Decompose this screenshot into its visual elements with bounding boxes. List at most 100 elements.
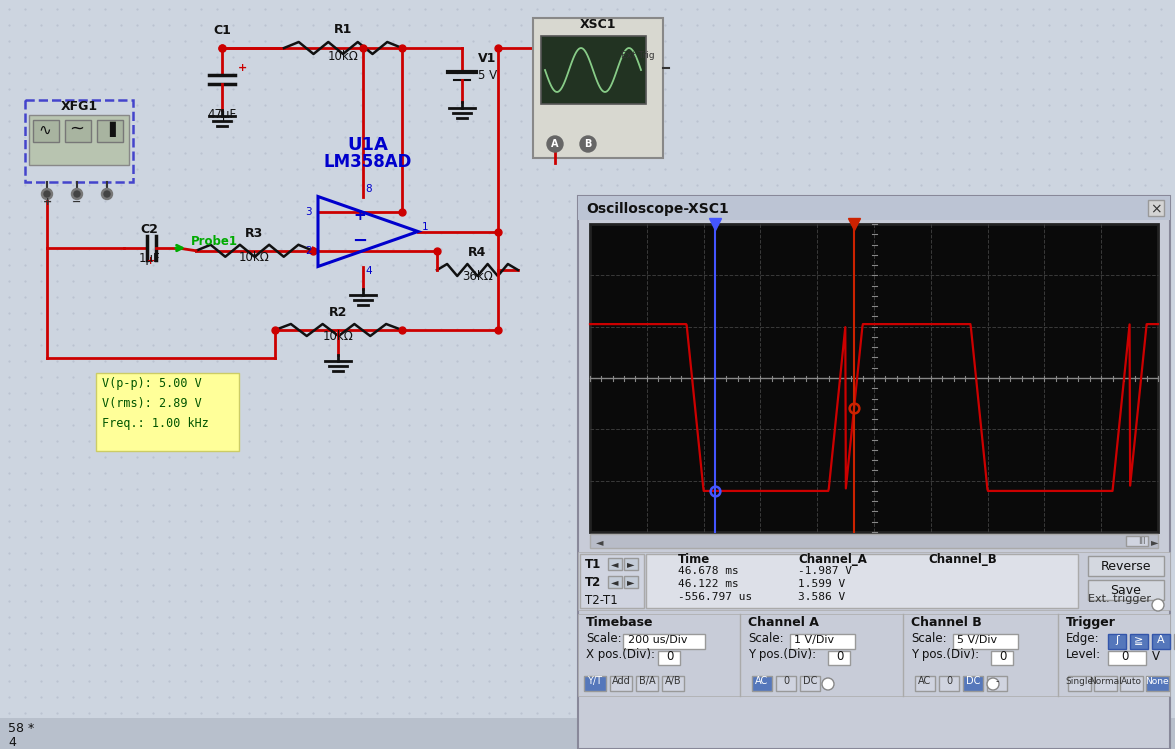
Bar (624, 558, 638, 570)
Text: +: + (354, 207, 367, 222)
Text: ◄: ◄ (596, 537, 604, 547)
Text: ◄: ◄ (611, 577, 619, 587)
Bar (578, 552, 1170, 610)
Bar (953, 634, 1018, 649)
Text: 58 *: 58 * (8, 721, 34, 735)
Text: Y pos.(Div):: Y pos.(Div): (748, 648, 817, 661)
Text: 47μF: 47μF (208, 108, 236, 121)
Bar (1152, 634, 1170, 649)
Circle shape (548, 136, 563, 152)
Text: 0: 0 (1121, 650, 1128, 663)
Text: +: + (239, 63, 247, 73)
Bar (65, 120, 90, 142)
Text: ʃ: ʃ (1115, 635, 1119, 645)
Text: -: - (995, 676, 999, 686)
Text: 8: 8 (365, 184, 371, 193)
Text: B/A: B/A (639, 676, 656, 686)
Bar (96, 373, 239, 451)
Bar (610, 676, 632, 691)
Text: +: + (146, 256, 155, 266)
Text: X pos.(Div):: X pos.(Div): (586, 648, 654, 661)
Text: 5 V: 5 V (478, 69, 497, 82)
Text: 10kΩ: 10kΩ (239, 251, 270, 264)
Text: B: B (584, 139, 592, 149)
Bar (1088, 556, 1164, 576)
Text: Channel_A: Channel_A (798, 553, 867, 566)
Text: ≧: ≧ (1134, 635, 1143, 645)
Bar (584, 676, 606, 691)
Text: ◄: ◄ (611, 559, 619, 569)
Bar (1126, 536, 1148, 546)
Bar (0, 718, 1175, 749)
Text: 0: 0 (835, 650, 844, 663)
Text: Scale:: Scale: (586, 632, 622, 645)
Bar (540, 36, 646, 104)
Text: ∿: ∿ (39, 123, 52, 138)
Bar (646, 554, 1077, 608)
Text: Channel A: Channel A (748, 616, 819, 629)
Text: 4: 4 (8, 736, 16, 748)
Text: ►: ► (627, 559, 634, 569)
Text: V(rms): 2.89 V: V(rms): 2.89 V (102, 397, 202, 410)
Text: DC: DC (966, 676, 980, 686)
Text: Y/T: Y/T (588, 676, 603, 686)
Circle shape (72, 189, 82, 199)
Bar (1108, 651, 1146, 665)
Text: 36kΩ: 36kΩ (462, 270, 494, 283)
Text: C1: C1 (213, 24, 231, 37)
Text: Single: Single (1065, 677, 1093, 686)
Text: Y pos.(Div):: Y pos.(Div): (911, 648, 979, 661)
Text: 1μF: 1μF (139, 252, 160, 265)
Text: A: A (1157, 635, 1164, 645)
Bar (1120, 676, 1143, 691)
Text: V1: V1 (478, 52, 496, 65)
Text: -1.987 V: -1.987 V (798, 566, 852, 576)
Text: 4: 4 (365, 267, 371, 276)
Bar (29, 115, 129, 165)
Text: 1.599 V: 1.599 V (798, 579, 845, 589)
Text: Add: Add (612, 676, 630, 686)
Bar (578, 614, 1170, 696)
Bar (1094, 676, 1117, 691)
Text: R1: R1 (334, 23, 352, 36)
Text: 5 V/Div: 5 V/Div (956, 635, 998, 645)
Text: Oscilloscope-XSC1: Oscilloscope-XSC1 (586, 202, 728, 216)
Bar (1108, 634, 1126, 649)
Text: Probe1: Probe1 (192, 235, 239, 248)
Text: 46.678 ms: 46.678 ms (678, 566, 739, 576)
Text: 46.122 ms: 46.122 ms (678, 579, 739, 589)
Bar (1146, 676, 1169, 691)
Text: -556.797 us: -556.797 us (678, 592, 752, 602)
Bar (658, 651, 680, 665)
Text: 2: 2 (306, 246, 313, 255)
Bar (580, 554, 644, 608)
Bar (98, 120, 123, 142)
Text: Trigger: Trigger (1066, 616, 1116, 629)
Text: Timebase: Timebase (586, 616, 653, 629)
Text: Normal: Normal (1088, 677, 1121, 686)
Text: T1: T1 (585, 557, 602, 571)
Text: Save: Save (1110, 584, 1141, 598)
Circle shape (43, 191, 51, 197)
Text: 1 V/Div: 1 V/Div (794, 635, 834, 645)
Bar (963, 676, 983, 691)
Bar (1088, 580, 1164, 600)
Text: T2-T1: T2-T1 (585, 593, 618, 607)
Text: 0: 0 (666, 650, 673, 663)
Text: Channel_B: Channel_B (928, 553, 996, 566)
Bar (828, 651, 850, 665)
Text: 200 us/Div: 200 us/Div (627, 635, 687, 645)
Bar (623, 634, 705, 649)
Circle shape (822, 678, 834, 690)
Bar (624, 576, 638, 588)
Text: R4: R4 (469, 246, 486, 259)
Circle shape (105, 191, 110, 197)
Text: 10kΩ: 10kΩ (328, 50, 358, 63)
Text: 3: 3 (306, 207, 313, 217)
Text: Reverse: Reverse (1101, 560, 1152, 574)
Bar (915, 676, 935, 691)
Text: Edge:: Edge: (1066, 632, 1100, 645)
Text: 0: 0 (946, 676, 952, 686)
Text: U1A: U1A (348, 136, 389, 154)
Bar (790, 634, 855, 649)
